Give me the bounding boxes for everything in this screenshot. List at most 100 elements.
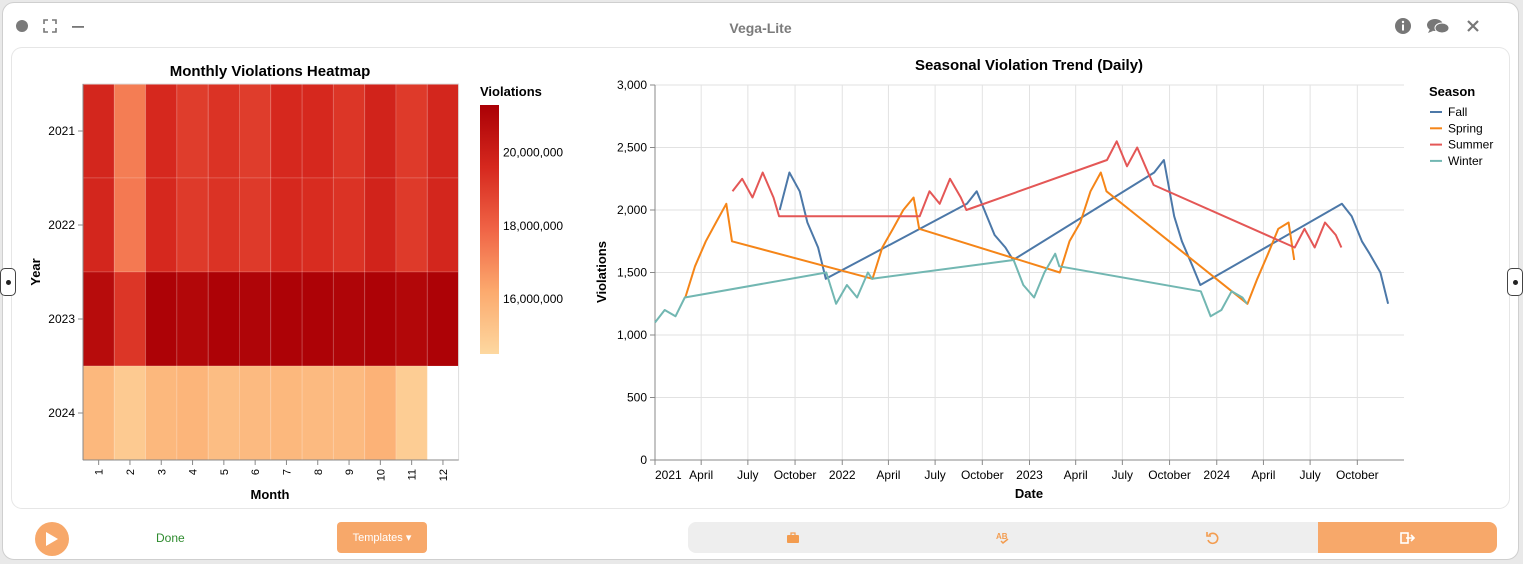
heatmap-cell: [270, 365, 303, 461]
trend-x-tick-label: 2024: [1203, 468, 1230, 482]
trend-x-axis-title: Date: [1015, 486, 1043, 501]
info-icon[interactable]: [1394, 17, 1412, 35]
trend-series-line: [684, 171, 1296, 305]
heatmap-y-tick-label: 2022: [48, 218, 75, 232]
heatmap-x-tick-label: 3: [156, 469, 168, 475]
close-icon[interactable]: [1464, 17, 1482, 35]
toolbar: AB: [688, 522, 1318, 553]
sign-out-icon: [1399, 531, 1415, 544]
comments-icon[interactable]: [1426, 17, 1450, 35]
heatmap-cell: [270, 177, 303, 273]
trend-x-tick-label: April: [876, 468, 900, 482]
heatmap-cell: [145, 177, 178, 273]
heatmap-x-tick-label: 9: [344, 469, 356, 475]
heatmap-x-tick-label: 10: [375, 469, 387, 481]
title-divider: [51, 47, 1481, 48]
heatmap-legend-label: 16,000,000: [503, 292, 563, 306]
undo-button[interactable]: [1108, 522, 1318, 553]
heatmap-x-tick-label: 1: [94, 469, 106, 475]
trend-series-line: [731, 140, 1343, 249]
templates-button[interactable]: Templates ▾: [337, 522, 427, 553]
title-bar: Vega-Lite: [3, 3, 1518, 49]
trend-x-tick-label: April: [1251, 468, 1275, 482]
heatmap-cell: [364, 271, 397, 367]
toolbox-button[interactable]: [688, 522, 898, 553]
circle-icon[interactable]: [13, 17, 31, 35]
trend-y-tick-label: 0: [640, 453, 647, 467]
trend-chart: Seasonal Violation Trend (Daily) 0 500 1,00…: [594, 57, 1493, 501]
heatmap-x-tick-label: 7: [281, 469, 293, 475]
trend-legend-label: Winter: [1448, 154, 1483, 168]
trend-x-tick-label: October: [961, 468, 1004, 482]
fullscreen-icon[interactable]: [41, 17, 59, 35]
trend-y-tick-label: 1,000: [617, 328, 647, 342]
heatmap-x-tick-label: 2: [125, 469, 137, 475]
left-panel-handle[interactable]: [0, 268, 16, 296]
heatmap-cell: [270, 271, 303, 367]
trend-legend-label: Summer: [1448, 138, 1493, 152]
heatmap-cell: [395, 177, 428, 273]
trend-y-axis-title: Violations: [594, 241, 609, 303]
status-text: Done: [156, 531, 185, 545]
heatmap-legend-label: 20,000,000: [503, 146, 563, 160]
trend-x-tick-label: April: [689, 468, 713, 482]
heatmap-x-tick-label: 6: [250, 469, 262, 475]
trend-title: Seasonal Violation Trend (Daily): [915, 57, 1143, 74]
heatmap-x-tick-label: 8: [313, 469, 325, 475]
trend-series-line: [778, 159, 1390, 305]
spellcheck-button[interactable]: AB: [898, 522, 1108, 553]
trend-legend-label: Spring: [1448, 121, 1483, 135]
heatmap-cell: [82, 177, 115, 273]
trend-y-tick-label: 3,000: [617, 78, 647, 92]
right-panel-handle[interactable]: [1507, 268, 1523, 296]
heatmap-cell: [176, 177, 209, 273]
run-button[interactable]: [35, 522, 69, 556]
trend-x-tick-label: 2022: [829, 468, 856, 482]
svg-text:AB: AB: [996, 532, 1008, 541]
undo-icon: [1206, 531, 1219, 544]
export-button[interactable]: [1318, 522, 1497, 553]
trend-x-tick-label: July: [737, 468, 758, 482]
heatmap-x-tick-label: 5: [219, 469, 231, 475]
heatmap-legend-title: Violations: [480, 84, 542, 99]
trend-x-tick-label: October: [1148, 468, 1191, 482]
heatmap-cell: [207, 365, 240, 461]
trend-x-tick-label: 2023: [1016, 468, 1043, 482]
trend-x-tick-label: April: [1064, 468, 1088, 482]
heatmap-cell: [364, 177, 397, 273]
trend-legend-title: Season: [1429, 84, 1475, 99]
spellcheck-icon: AB: [996, 532, 1009, 544]
trend-y-tick-label: 500: [627, 391, 647, 405]
heatmap-x-tick-label: 11: [407, 469, 419, 480]
toolbox-icon: [787, 531, 799, 543]
trend-y-tick-label: 2,500: [617, 141, 647, 155]
heatmap-cell: [176, 271, 209, 367]
heatmap-y-axis-title: Year: [28, 258, 43, 285]
trend-y-tick-label: 2,000: [617, 203, 647, 217]
heatmap-x-tick-label: 4: [188, 469, 200, 475]
trend-series-line: [654, 252, 1248, 324]
trend-legend-label: Fall: [1448, 105, 1467, 119]
heatmap-cell: [176, 365, 209, 461]
heatmap-y-tick-label: 2024: [48, 406, 75, 420]
trend-x-tick-label: October: [1336, 468, 1379, 482]
heatmap-x-axis-title: Month: [251, 487, 290, 502]
heatmap-cell: [301, 365, 334, 461]
trend-y-tick-label: 1,500: [617, 266, 647, 280]
heatmap-cell: [332, 365, 366, 461]
heatmap-cell: [426, 271, 460, 367]
heatmap-cell: [239, 365, 272, 461]
heatmap-cell: [176, 83, 209, 179]
heatmap-legend-gradient: [480, 105, 499, 354]
minimize-icon[interactable]: [69, 17, 87, 35]
trend-x-tick-label: October: [774, 468, 817, 482]
heatmap-legend-label: 18,000,000: [503, 219, 563, 233]
heatmap-cell: [395, 271, 428, 367]
heatmap-cell: [270, 83, 303, 179]
heatmap-cell: [113, 177, 147, 273]
window-title: Vega-Lite: [729, 20, 792, 36]
heatmap-cell: [395, 365, 428, 461]
heatmap-cell: [207, 271, 240, 367]
heatmap-x-tick-label: 12: [438, 469, 450, 481]
trend-x-tick-label: 2021: [655, 468, 682, 482]
